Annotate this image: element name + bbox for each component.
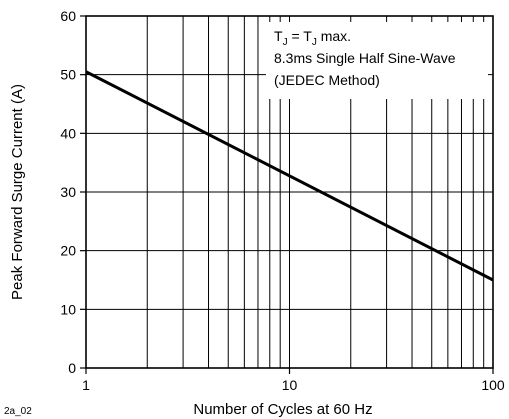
y-tick-label: 20	[60, 243, 76, 259]
y-tick-label: 0	[68, 360, 76, 376]
plot-frame	[85, 15, 494, 369]
series-layer	[85, 70, 494, 282]
y-tick-label: 10	[60, 301, 76, 317]
annotation-line-2: 8.3ms Single Half Sine-Wave	[274, 50, 456, 66]
y-tick-label: 40	[60, 125, 76, 141]
x-tick-label: 1	[82, 377, 90, 393]
annotation-box	[266, 22, 488, 99]
x-tick-label: 10	[282, 377, 298, 393]
y-tick-label: 60	[60, 8, 76, 24]
y-tick-label: 30	[60, 184, 76, 200]
figure-id: 2a_02	[4, 406, 32, 417]
x-tick-label: 100	[481, 377, 505, 393]
annotation-line-1: TJ = TJ max.	[274, 28, 351, 48]
y-tick-label: 50	[60, 67, 76, 83]
annotation-line-3: (JEDEC Method)	[274, 72, 380, 88]
tick-labels: 0 10 20 30 40 50 60 1 10 100	[60, 8, 504, 393]
series-line	[85, 70, 494, 282]
y-axis-label: Peak Forward Surge Current (A)	[9, 84, 26, 300]
x-axis-label: Number of Cycles at 60 Hz	[193, 401, 372, 418]
